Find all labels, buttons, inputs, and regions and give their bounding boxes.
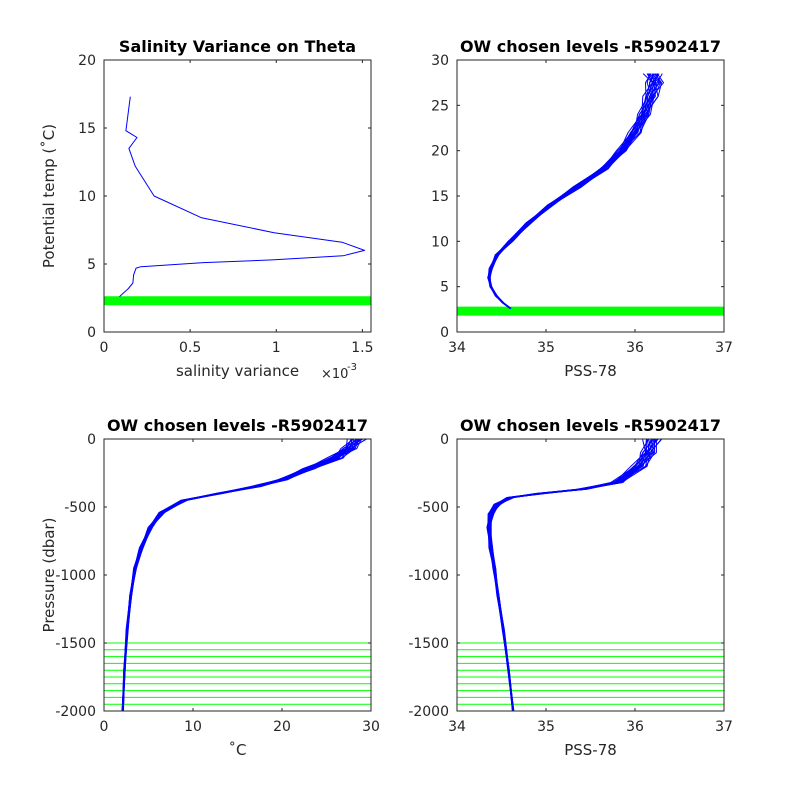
chart-panel-3: 0 10 20 30 -2000 -1500 -1000 -500 0 OW chosen lev… (40, 416, 380, 759)
x-axis-label: ˚C (229, 741, 247, 759)
x-tick-label: 10 (184, 719, 202, 735)
y-tick-label: -500 (64, 500, 96, 516)
x-tick-label: 34 (448, 719, 466, 735)
variance-line (119, 96, 365, 297)
chart-panel-1: 0 0.5 1 1.5 0 5 10 15 20 Salinity Variance on The… (40, 37, 374, 382)
x-tick-label: 20 (273, 719, 291, 735)
y-tick-label: -2000 (55, 704, 96, 720)
y-tick-label: 15 (78, 121, 96, 137)
y-tick-label: 10 (78, 189, 96, 205)
plot-data (457, 73, 724, 316)
profile-line (489, 73, 662, 309)
y-axis-label: Potential temp (˚C) (40, 124, 58, 268)
y-tick-label: 5 (87, 257, 96, 273)
x-tick-label: 36 (626, 340, 644, 356)
x-tick-label: 0 (100, 719, 109, 735)
plot-data (457, 439, 724, 711)
x-tick-label: 37 (715, 340, 733, 356)
chart-panel-2: 34 35 36 37 0 5 10 15 20 25 30 OW chosen levels -R5… (431, 37, 733, 380)
chart-title: OW chosen levels -R5902417 (107, 416, 368, 435)
plot-data (104, 96, 371, 306)
y-tick-label: -500 (417, 500, 449, 516)
plot-area (457, 439, 724, 711)
x-tick-label: 36 (626, 719, 644, 735)
y-tick-label: 20 (78, 53, 96, 69)
profile-line (122, 439, 367, 711)
y-tick-label: 10 (431, 234, 449, 250)
y-tick-label: 0 (87, 432, 96, 448)
y-tick-label: -2000 (408, 704, 449, 720)
y-tick-label: 25 (431, 98, 449, 114)
x-tick-label: 34 (448, 340, 466, 356)
plot-area (104, 439, 371, 711)
x-tick-label: 35 (537, 719, 555, 735)
x-axis-exponent: ×10 (321, 367, 348, 382)
y-tick-label: 5 (440, 280, 449, 296)
y-tick-label: -1500 (408, 636, 449, 652)
x-tick-label: 35 (537, 340, 555, 356)
x-axis-label: salinity variance (176, 362, 299, 380)
y-tick-label: 0 (440, 325, 449, 341)
y-axis-label: Pressure (dbar) (40, 518, 58, 633)
y-tick-label: 0 (87, 325, 96, 341)
y-tick-label: -1500 (55, 636, 96, 652)
y-tick-label: -1000 (55, 568, 96, 584)
x-axis-label: PSS-78 (564, 741, 617, 759)
chart-panel-4: 34 35 36 37 -2000 -1500 -1000 -500 0 OW chosen le… (408, 416, 733, 759)
x-tick-label: 0.5 (179, 340, 201, 356)
x-tick-label: 1.5 (351, 340, 373, 356)
y-tick-label: -1000 (408, 568, 449, 584)
y-tick-label: 30 (431, 53, 449, 69)
x-tick-label: 0 (100, 340, 109, 356)
x-axis-label: PSS-78 (564, 362, 617, 380)
y-tick-label: 20 (431, 144, 449, 160)
plot-data (104, 439, 371, 711)
x-tick-label: 30 (362, 719, 380, 735)
profile-line (489, 439, 663, 711)
chart-title: OW chosen levels -R5902417 (460, 37, 721, 56)
plot-area (457, 60, 724, 332)
y-tick-label: 15 (431, 189, 449, 205)
x-axis-exponent-power: -3 (347, 362, 357, 373)
chart-title: OW chosen levels -R5902417 (460, 416, 721, 435)
x-tick-label: 37 (715, 719, 733, 735)
plot-area (104, 60, 371, 332)
y-tick-label: 0 (440, 432, 449, 448)
chart-title: Salinity Variance on Theta (119, 37, 356, 56)
x-tick-label: 1 (272, 340, 281, 356)
